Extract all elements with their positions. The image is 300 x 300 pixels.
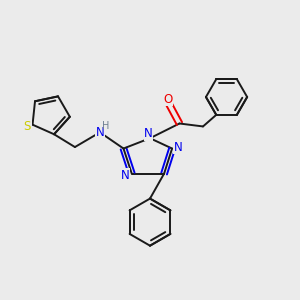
Text: N: N	[174, 141, 182, 154]
Text: N: N	[121, 169, 130, 182]
Text: S: S	[24, 120, 31, 133]
Text: O: O	[163, 93, 172, 106]
Text: N: N	[96, 126, 104, 139]
Text: H: H	[102, 122, 110, 131]
Text: N: N	[144, 127, 153, 140]
